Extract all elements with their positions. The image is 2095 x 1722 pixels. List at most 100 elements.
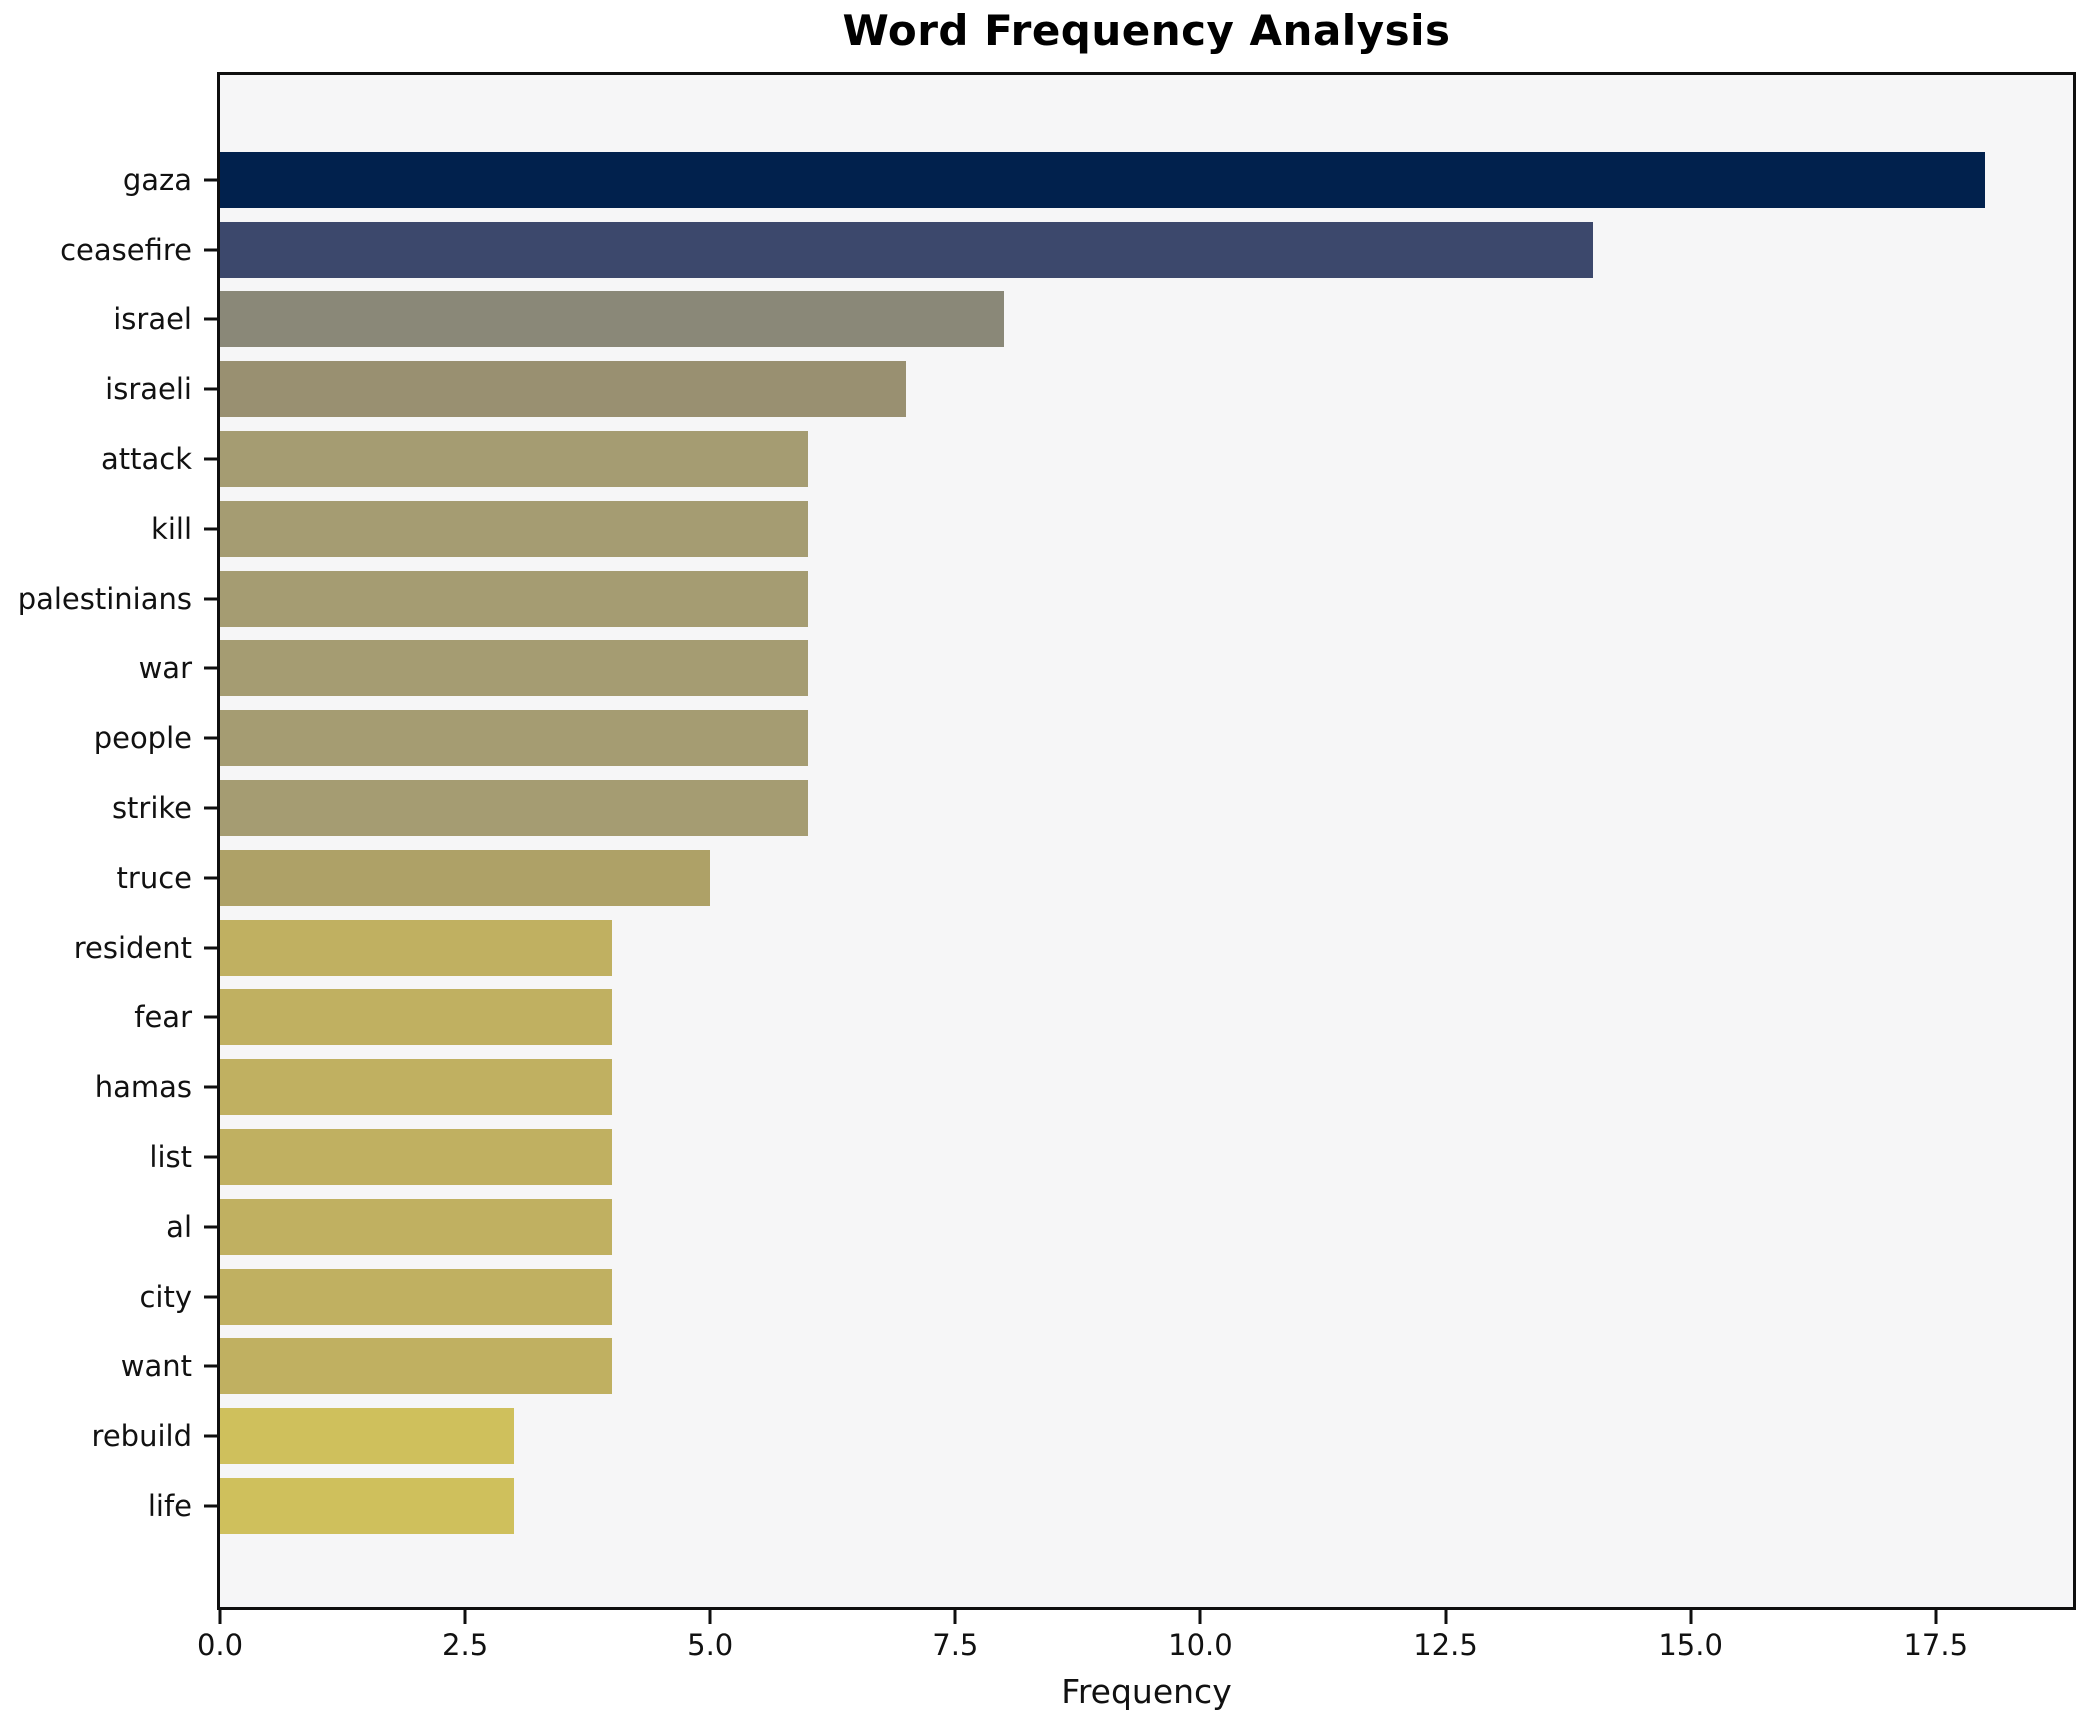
y-tick-mark bbox=[204, 178, 217, 182]
y-tick-mark bbox=[204, 736, 217, 740]
y-tick-mark bbox=[204, 597, 217, 601]
x-tick-mark bbox=[463, 1610, 467, 1624]
bar-kill bbox=[220, 500, 809, 557]
y-tick-mark bbox=[204, 248, 217, 252]
x-tick-mark bbox=[953, 1610, 957, 1624]
y-tick-label: hamas bbox=[94, 1070, 192, 1105]
bar-row-hamas: hamas bbox=[95, 1052, 2073, 1122]
bar-row-strike: strike bbox=[112, 773, 2073, 843]
y-tick-label: ceasefire bbox=[60, 232, 192, 267]
bar-palestinians bbox=[220, 570, 809, 627]
y-tick-label: gaza bbox=[122, 162, 192, 197]
x-tick-mark bbox=[708, 1610, 712, 1624]
x-tick-mark bbox=[1934, 1610, 1938, 1624]
y-tick-mark bbox=[204, 666, 217, 670]
y-tick-mark bbox=[204, 1434, 217, 1438]
bar-resident bbox=[220, 919, 613, 976]
y-tick-label: israeli bbox=[105, 372, 192, 407]
y-tick-label: attack bbox=[100, 442, 192, 477]
x-tick-label: 12.5 bbox=[1413, 1628, 1478, 1662]
bar-rebuild bbox=[220, 1408, 515, 1465]
y-tick-mark bbox=[204, 946, 217, 950]
plot-area: gaza ceasefire israel israeli attack kill pale… bbox=[18, 72, 2076, 1610]
bar-row-rebuild: rebuild bbox=[92, 1401, 2073, 1471]
bar-ceasefire bbox=[220, 221, 1593, 278]
bar-city bbox=[220, 1268, 613, 1325]
y-tick-label: people bbox=[93, 721, 192, 756]
y-tick-mark bbox=[204, 1085, 217, 1089]
y-tick-label: fear bbox=[134, 1000, 192, 1035]
x-tick-mark bbox=[1444, 1610, 1448, 1624]
y-tick-mark bbox=[204, 806, 217, 810]
x-tick-label: 5.0 bbox=[687, 1628, 734, 1662]
y-tick-label: list bbox=[149, 1140, 192, 1175]
y-tick-mark bbox=[204, 1225, 217, 1229]
bars-container: gaza ceasefire israel israeli attack kill pale… bbox=[18, 145, 2073, 1541]
bar-row-list: list bbox=[149, 1122, 2073, 1192]
x-tick-mark bbox=[1689, 1610, 1693, 1624]
bar-strike bbox=[220, 780, 809, 837]
x-tick-label: 17.5 bbox=[1903, 1628, 1969, 1662]
bar-row-resident: resident bbox=[74, 913, 2073, 983]
bar-row-want: want bbox=[121, 1332, 2073, 1402]
bar-row-palestinians: palestinians bbox=[18, 564, 2073, 634]
y-tick-label: strike bbox=[111, 791, 192, 826]
y-tick-mark bbox=[204, 387, 217, 391]
x-tick-label: 7.5 bbox=[932, 1628, 979, 1662]
y-tick-label: city bbox=[139, 1279, 192, 1314]
bar-row-gaza: gaza bbox=[123, 145, 2073, 215]
y-tick-mark bbox=[204, 1155, 217, 1159]
bar-israeli bbox=[220, 361, 907, 418]
bar-attack bbox=[220, 431, 809, 488]
bar-row-truce: truce bbox=[117, 843, 2073, 913]
bar-al bbox=[220, 1198, 613, 1255]
y-tick-label: rebuild bbox=[91, 1419, 192, 1454]
y-tick-mark bbox=[204, 527, 217, 531]
y-tick-mark bbox=[204, 317, 217, 321]
bar-israel bbox=[220, 291, 1005, 348]
x-tick-mark bbox=[218, 1610, 222, 1624]
bar-row-attack: attack bbox=[101, 424, 2073, 494]
chart-title: Word Frequency Analysis bbox=[842, 6, 1451, 55]
bar-fear bbox=[220, 989, 613, 1046]
bar-life bbox=[220, 1478, 515, 1535]
y-tick-mark bbox=[204, 1364, 217, 1368]
bar-war bbox=[220, 640, 809, 697]
bar-row-israeli: israeli bbox=[105, 354, 2073, 424]
bar-row-israel: israel bbox=[113, 285, 2073, 355]
bar-people bbox=[220, 710, 809, 767]
y-tick-label: kill bbox=[151, 511, 192, 546]
y-tick-mark bbox=[204, 876, 217, 880]
x-tick-label: 0.0 bbox=[196, 1628, 244, 1662]
y-tick-label: want bbox=[120, 1349, 192, 1384]
x-tick-label: 2.5 bbox=[442, 1628, 489, 1662]
bar-row-war: war bbox=[139, 634, 2073, 704]
y-tick-label: resident bbox=[73, 930, 192, 965]
y-tick-label: al bbox=[166, 1209, 192, 1244]
y-tick-mark bbox=[204, 1504, 217, 1508]
bar-row-fear: fear bbox=[134, 983, 2073, 1053]
bar-row-al: al bbox=[166, 1192, 2073, 1262]
bar-row-kill: kill bbox=[151, 494, 2073, 564]
bar-hamas bbox=[220, 1059, 613, 1116]
bar-truce bbox=[220, 849, 711, 906]
y-tick-label: israel bbox=[113, 302, 192, 337]
y-tick-label: palestinians bbox=[17, 581, 192, 616]
bar-row-ceasefire: ceasefire bbox=[60, 215, 2073, 285]
bar-row-life: life bbox=[148, 1471, 2073, 1541]
bar-gaza bbox=[220, 151, 1985, 208]
y-tick-mark bbox=[204, 457, 217, 461]
y-tick-label: life bbox=[147, 1489, 192, 1524]
x-axis-ticks: 0.0 2.5 5.0 7.5 10.0 12.5 15.0 17.5 bbox=[197, 1610, 2073, 1674]
x-tick-mark bbox=[1198, 1610, 1202, 1624]
bar-list bbox=[220, 1129, 613, 1186]
y-tick-label: truce bbox=[116, 860, 192, 895]
x-tick-label: 10.0 bbox=[1168, 1628, 1233, 1662]
bar-want bbox=[220, 1338, 613, 1395]
y-tick-label: war bbox=[138, 651, 192, 686]
x-axis-label: Frequency bbox=[1061, 1672, 1232, 1711]
bar-row-city: city bbox=[139, 1262, 2073, 1332]
y-tick-mark bbox=[204, 1015, 217, 1019]
y-tick-mark bbox=[204, 1295, 217, 1299]
